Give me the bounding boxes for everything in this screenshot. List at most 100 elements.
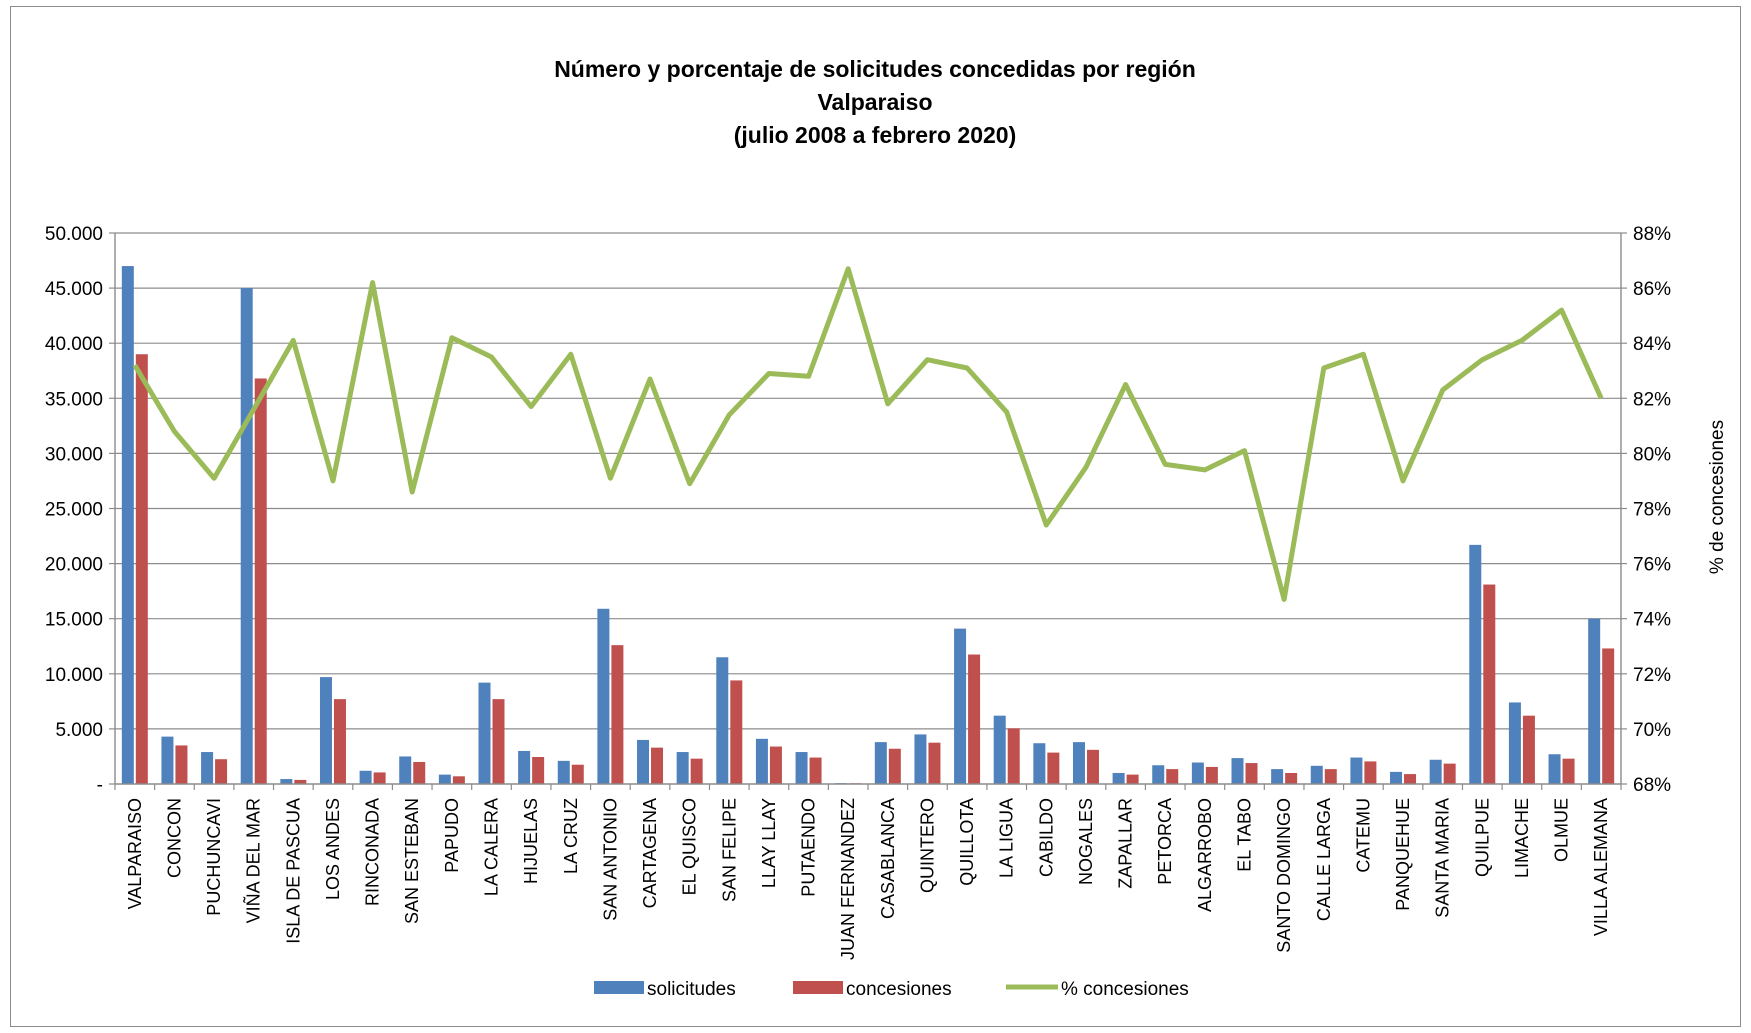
bar-concesiones <box>294 779 307 784</box>
chart-frame: Número y porcentaje de solicitudes conce… <box>10 6 1741 1027</box>
x-category-label: LIMACHE <box>1512 798 1532 878</box>
bar-concesiones <box>413 761 426 784</box>
bar-concesiones <box>215 759 228 784</box>
x-category-label: PUTAENDO <box>799 798 819 897</box>
bar-solicitudes <box>1508 702 1521 784</box>
bar-concesiones <box>135 354 148 784</box>
percent-line <box>132 266 1604 602</box>
x-category-label: JUAN FERNANDEZ <box>838 798 858 960</box>
bar-concesiones <box>809 757 822 784</box>
y-left-tick-label: 15.000 <box>45 610 103 631</box>
y-right-tick-label: 76% <box>1633 555 1671 576</box>
x-category-label: CALLE LARGA <box>1314 798 1334 921</box>
y-right-tick-label: 68% <box>1633 775 1671 796</box>
y-left-tick-label: 5.000 <box>55 720 103 741</box>
y-left-tick-label: 30.000 <box>45 444 103 465</box>
bar-solicitudes <box>557 760 570 784</box>
bar-solicitudes <box>1152 765 1165 784</box>
y-right-tick-label: 80% <box>1633 444 1671 465</box>
bar-concesiones <box>1443 763 1456 784</box>
bar-solicitudes <box>1271 769 1284 784</box>
bar-solicitudes <box>993 715 1006 784</box>
bar-solicitudes <box>914 734 927 784</box>
x-category-label: VALPARAISO <box>125 798 145 909</box>
y-right-tick-label: 78% <box>1633 500 1671 521</box>
y-right-tick-label: 72% <box>1633 665 1671 686</box>
bar-concesiones <box>1086 749 1099 784</box>
bar-concesiones <box>690 758 703 784</box>
bar-concesiones <box>175 745 188 784</box>
bar-concesiones <box>532 757 545 784</box>
chart-title-line-1: Número y porcentaje de solicitudes conce… <box>554 56 1196 82</box>
bar-solicitudes <box>438 774 451 784</box>
bar-solicitudes <box>280 779 293 784</box>
x-category-label: SAN ESTEBAN <box>402 798 422 924</box>
bar-solicitudes <box>518 750 531 784</box>
bar-concesiones <box>1205 766 1218 784</box>
tick-labels: - 68% 5.000 70% 10.000 72% 15.000 74% 20.000 76% 2… <box>45 224 1671 796</box>
x-category-label: QUILLOTA <box>957 798 977 886</box>
y-left-tick-label: 20.000 <box>45 555 103 576</box>
bar-concesiones <box>730 680 743 784</box>
y-left-tick-label: 10.000 <box>45 665 103 686</box>
y-right-tick-label: 82% <box>1633 389 1671 410</box>
y-left-tick-label: 40.000 <box>45 334 103 355</box>
bar-solicitudes <box>399 756 412 784</box>
bar-concesiones <box>1126 774 1139 784</box>
bar-solicitudes <box>676 752 689 784</box>
bar-concesiones <box>1324 769 1337 784</box>
bar-concesiones <box>968 654 981 784</box>
bar-solicitudes <box>1548 754 1561 784</box>
x-category-label: CABILDO <box>1036 798 1056 877</box>
bar-concesiones <box>1285 772 1298 784</box>
legend-label: solicitudes <box>647 979 736 1000</box>
x-category-label: HIJUELAS <box>521 798 541 884</box>
bar-concesiones <box>571 764 584 784</box>
x-category-label: ISLA DE PASCUA <box>283 798 303 944</box>
bar-solicitudes <box>1390 771 1403 784</box>
bar-solicitudes <box>637 739 650 784</box>
bar-solicitudes <box>1310 765 1323 784</box>
axes <box>114 233 1622 790</box>
y-left-tick-label: 45.000 <box>45 279 103 300</box>
y-right-tick-label: 86% <box>1633 279 1671 300</box>
line-series-percent-concesiones <box>132 266 1604 602</box>
bar-solicitudes <box>478 682 491 784</box>
chart-title-line-3: (julio 2008 a febrero 2020) <box>734 122 1017 148</box>
x-category-label: RINCONADA <box>363 798 383 906</box>
chart-svg: Número y porcentaje de solicitudes conce… <box>45 56 1728 1000</box>
x-category-label: SAN FELIPE <box>719 798 739 902</box>
bar-concesiones <box>1007 728 1020 784</box>
bar-concesiones <box>1483 584 1496 784</box>
bar-solicitudes <box>1429 759 1442 784</box>
x-category-label: CASABLANCA <box>878 798 898 919</box>
bar-concesiones <box>1047 752 1060 784</box>
bar-solicitudes <box>795 752 808 784</box>
y-left-tick-label: 25.000 <box>45 500 103 521</box>
bar-solicitudes <box>1231 758 1244 784</box>
y-right-axis-title: % de concesiones <box>1707 420 1728 574</box>
y-right-tick-label: 74% <box>1633 610 1671 631</box>
x-category-label: PETORCA <box>1155 798 1175 885</box>
x-category-label: QUINTERO <box>917 798 937 893</box>
bar-concesiones <box>888 748 901 784</box>
chart-title: Número y porcentaje de solicitudes conce… <box>554 56 1196 148</box>
x-category-label: PUCHUNCAVI <box>204 798 224 916</box>
bar-concesiones <box>1602 648 1615 784</box>
legend-label: % concesiones <box>1061 979 1189 1000</box>
y-left-tick-label: 50.000 <box>45 224 103 245</box>
bar-solicitudes <box>121 266 134 784</box>
bar-concesiones <box>611 645 624 784</box>
chart-title-line-2: Valparaiso <box>817 89 932 115</box>
x-category-label: ZAPALLAR <box>1116 798 1136 889</box>
legend-swatch-concesiones <box>793 981 843 994</box>
bar-solicitudes <box>954 628 967 784</box>
x-category-label: EL TABO <box>1235 798 1255 872</box>
x-category-label: CATEMU <box>1353 798 1373 873</box>
bar-concesiones <box>333 699 346 784</box>
bar-concesiones <box>651 747 664 784</box>
x-category-label: OLMUE <box>1552 798 1572 862</box>
bar-concesiones <box>452 776 465 784</box>
bar-solicitudes <box>1072 742 1085 784</box>
x-category-label: LOS ANDES <box>323 798 343 900</box>
